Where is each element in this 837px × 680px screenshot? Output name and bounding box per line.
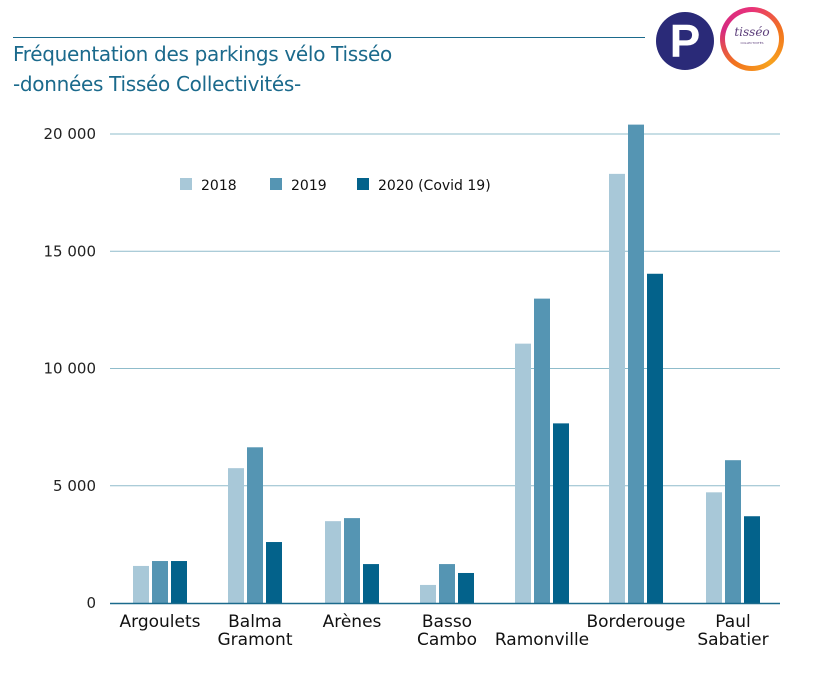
x-category-label: Balma: [228, 612, 282, 632]
x-category-label: Borderouge: [586, 612, 685, 632]
bar-2018-1: [228, 468, 244, 603]
y-tick-label: 0: [86, 594, 96, 612]
y-tick-label: 5 000: [53, 477, 96, 495]
chart-title-line1: Fréquentation des parkings vélo Tisséo: [13, 42, 392, 66]
bar-2020-6: [744, 516, 760, 603]
y-tick-label: 15 000: [44, 242, 97, 260]
bar-2019-1: [247, 447, 263, 603]
x-category-label: Basso: [422, 612, 472, 632]
x-category-label: Paul: [715, 612, 750, 632]
legend-swatch: [270, 178, 282, 190]
bar-2018-0: [133, 565, 149, 603]
legend-swatch: [357, 178, 369, 190]
x-category-label: Ramonville: [495, 630, 589, 650]
bar-2018-5: [609, 173, 625, 604]
bar-2018-3: [420, 584, 436, 603]
parking-logo: P: [656, 12, 714, 70]
bar-2020-3: [458, 572, 474, 603]
x-category-label: Arènes: [323, 612, 382, 632]
y-tick-label: 20 000: [44, 125, 97, 143]
tisseo-logo-sub: COLLECTIVITÉS: [740, 41, 764, 45]
y-tick-label: 10 000: [44, 360, 97, 378]
bar-2020-2: [363, 564, 379, 603]
x-category-label: Cambo: [417, 630, 477, 650]
bar-2020-1: [266, 542, 282, 603]
bar-2020-4: [553, 423, 569, 603]
chart-subtitle: -données Tisséo Collectivités-: [13, 72, 301, 96]
bar-2018-6: [706, 492, 722, 603]
legend-label: 2018: [201, 178, 237, 194]
x-category-label: Sabatier: [697, 630, 768, 650]
x-category-label: Gramont: [218, 630, 293, 650]
x-category-label: Argoulets: [120, 612, 201, 632]
legend-swatch: [180, 178, 192, 190]
bar-2020-0: [171, 561, 187, 603]
bar-2018-2: [325, 521, 341, 603]
title-rule: [13, 37, 645, 38]
bar-2019-5: [628, 124, 644, 604]
bar-2019-4: [534, 298, 550, 603]
bar-2019-0: [152, 561, 168, 603]
bar-2019-2: [344, 518, 360, 603]
tisseo-logo: tisséo COLLECTIVITÉS: [720, 7, 784, 71]
bar-2019-6: [725, 460, 741, 603]
bar-2018-4: [515, 343, 531, 603]
bar-2020-5: [647, 273, 663, 603]
bar-2019-3: [439, 564, 455, 603]
legend-label: 2020 (Covid 19): [378, 178, 491, 194]
legend-label: 2019: [291, 178, 327, 194]
tisseo-logo-word: tisséo: [734, 25, 770, 39]
